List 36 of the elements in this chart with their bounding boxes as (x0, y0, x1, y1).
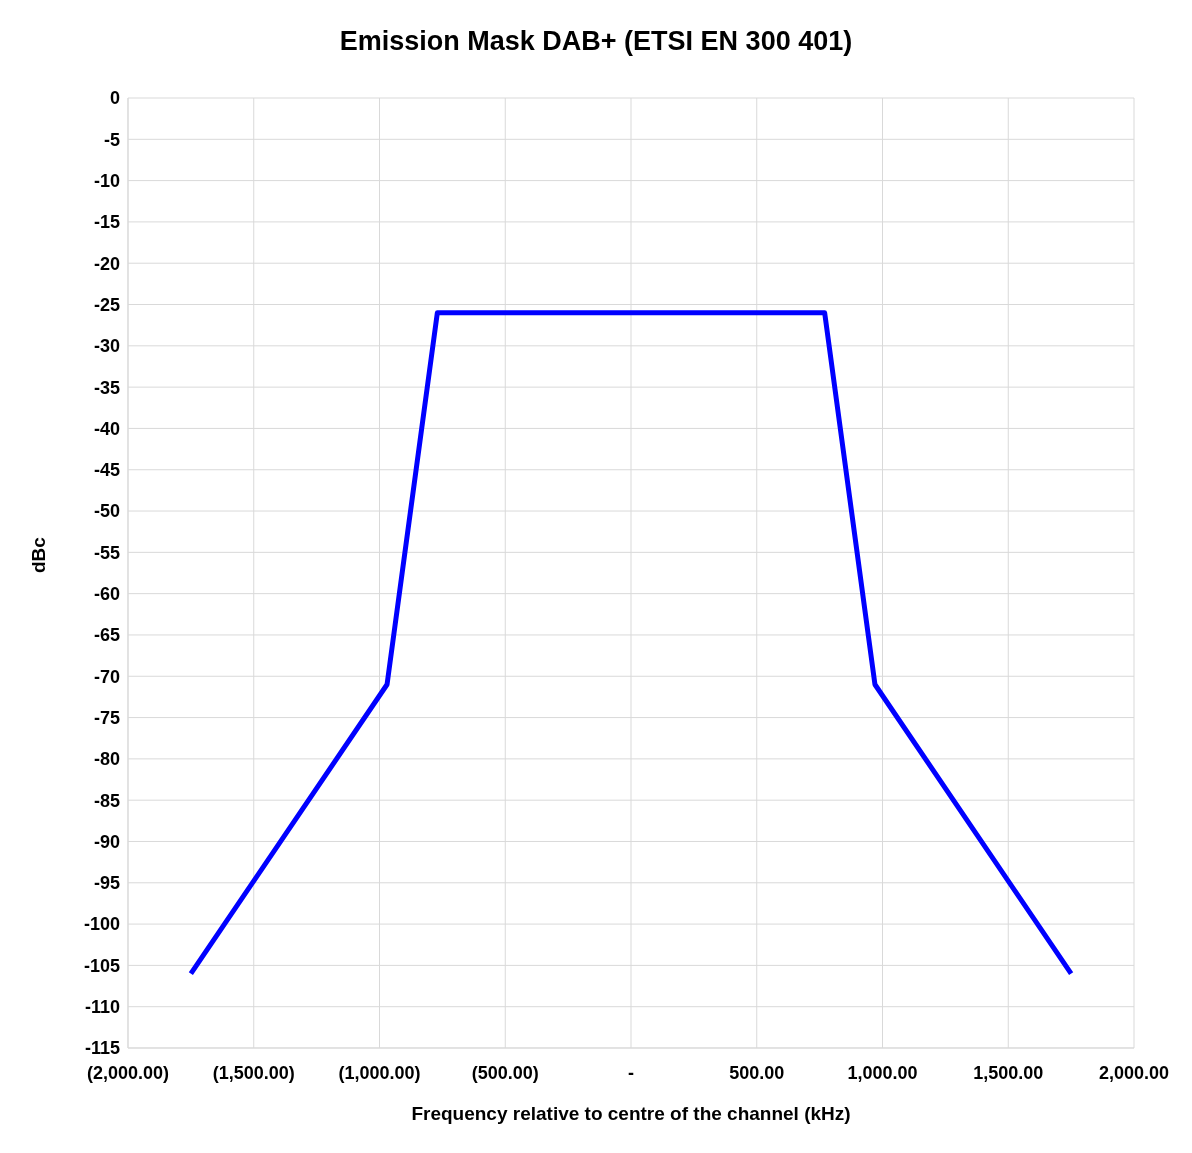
y-tick-label: -55 (93, 542, 120, 563)
x-tick-label: 500.00 (729, 1062, 785, 1083)
x-tick-label: (1,000.00) (338, 1062, 421, 1083)
x-tick-label: (2,000.00) (86, 1062, 170, 1083)
y-tick-label: -80 (93, 749, 120, 770)
y-tick-label: -45 (93, 460, 120, 481)
y-tick-label: -60 (93, 584, 120, 605)
x-tick-label: 1,500.00 (973, 1062, 1044, 1083)
y-tick-label: -65 (93, 625, 120, 646)
x-tick-label: (1,500.00) (212, 1062, 295, 1083)
y-tick-label: -70 (93, 666, 120, 687)
y-tick-label: -50 (93, 501, 120, 522)
y-tick-label: -90 (93, 831, 120, 852)
y-tick-label: -95 (93, 873, 120, 894)
y-axis-title: dBc (27, 536, 49, 573)
y-tick-label: 0 (109, 88, 120, 109)
x-tick-label: (500.00) (471, 1062, 539, 1083)
y-tick-label: -40 (93, 418, 120, 439)
y-tick-label: -75 (93, 707, 120, 728)
x-tick-label: - (628, 1062, 634, 1083)
y-tick-label: -105 (83, 955, 120, 976)
y-tick-label: -20 (93, 253, 120, 274)
chart-title: Emission Mask DAB+ (ETSI EN 300 401) (338, 25, 854, 58)
x-axis-title: Frequency relative to centre of the channel (kHz) (411, 1103, 851, 1124)
x-tick-label: 1,000.00 (847, 1062, 918, 1083)
y-tick-label: -85 (93, 790, 120, 811)
y-tick-label: -30 (93, 336, 120, 357)
y-tick-label: -15 (93, 212, 120, 233)
y-tick-label: -100 (83, 914, 120, 935)
y-tick-label: -25 (93, 294, 120, 315)
y-tick-label: -110 (84, 997, 120, 1018)
y-tick-label: -5 (103, 129, 120, 150)
y-tick-label: -10 (93, 171, 120, 191)
y-tick-label: -115 (84, 1038, 120, 1059)
x-tick-label: 2,000.00 (1098, 1062, 1170, 1083)
y-tick-label: -35 (93, 377, 120, 398)
